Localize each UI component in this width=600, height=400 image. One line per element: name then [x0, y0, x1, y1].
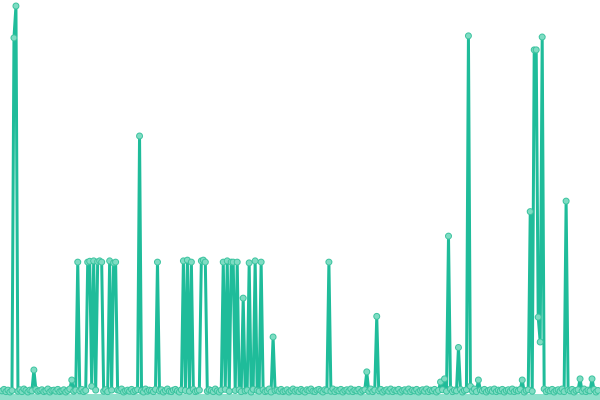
- data-point: [225, 387, 233, 395]
- data-point: [257, 258, 265, 266]
- data-point: [441, 375, 449, 383]
- data-point: [136, 132, 144, 140]
- data-point: [536, 338, 544, 346]
- data-point: [518, 376, 526, 384]
- data-point: [363, 368, 371, 376]
- data-point: [245, 259, 253, 267]
- data-point: [12, 2, 20, 10]
- data-point: [195, 386, 203, 394]
- series-line: [1, 4, 599, 394]
- data-point: [30, 366, 38, 374]
- data-point: [454, 343, 462, 351]
- data-point: [251, 257, 259, 265]
- data-point: [74, 258, 82, 266]
- data-point: [445, 232, 452, 240]
- data-point: [112, 258, 120, 266]
- data-point: [576, 375, 584, 383]
- data-point: [92, 386, 100, 394]
- data-point: [10, 34, 18, 42]
- data-point: [538, 33, 546, 41]
- data-point: [532, 46, 540, 54]
- baseline-band: [0, 394, 600, 400]
- data-point: [201, 258, 209, 266]
- data-point: [588, 375, 596, 383]
- data-point: [8, 387, 16, 395]
- data-point: [373, 312, 381, 320]
- data-point: [474, 376, 482, 384]
- data-point: [325, 258, 333, 266]
- data-point: [68, 376, 76, 384]
- data-point: [269, 333, 277, 341]
- data-point: [464, 32, 472, 40]
- data-point: [233, 258, 241, 266]
- data-point: [594, 387, 600, 395]
- data-point: [528, 387, 536, 395]
- data-point: [187, 258, 195, 266]
- data-point: [108, 386, 116, 394]
- data-point: [534, 313, 542, 321]
- data-point: [526, 208, 534, 216]
- data-point: [98, 258, 106, 266]
- data-point: [82, 387, 90, 395]
- data-point: [562, 197, 570, 205]
- data-point: [153, 258, 161, 266]
- data-point: [239, 294, 247, 302]
